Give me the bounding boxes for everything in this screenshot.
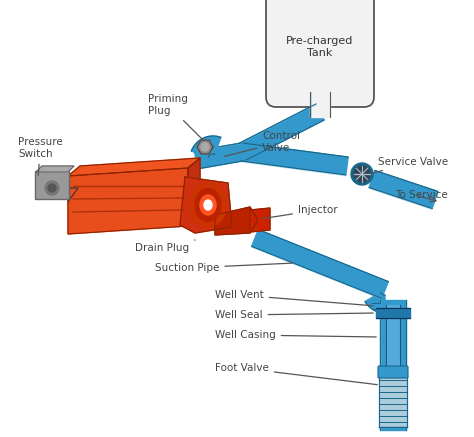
Polygon shape: [68, 168, 188, 234]
FancyBboxPatch shape: [378, 366, 408, 378]
Polygon shape: [197, 140, 213, 154]
Polygon shape: [188, 158, 200, 226]
Polygon shape: [238, 104, 324, 160]
Text: Priming
Plug: Priming Plug: [148, 94, 203, 140]
Text: Well Seal: Well Seal: [215, 310, 373, 320]
Ellipse shape: [200, 195, 216, 215]
Polygon shape: [252, 230, 388, 298]
Polygon shape: [36, 166, 74, 172]
Circle shape: [354, 166, 370, 182]
Polygon shape: [191, 136, 221, 157]
Polygon shape: [241, 143, 348, 175]
Polygon shape: [180, 177, 232, 233]
Circle shape: [45, 181, 59, 195]
Polygon shape: [215, 207, 258, 235]
FancyBboxPatch shape: [35, 171, 69, 199]
Polygon shape: [365, 292, 385, 313]
FancyBboxPatch shape: [266, 0, 374, 107]
Text: Suction Pipe: Suction Pipe: [155, 263, 292, 273]
Text: Foot Valve: Foot Valve: [215, 363, 377, 385]
Ellipse shape: [195, 188, 221, 222]
Ellipse shape: [204, 200, 212, 210]
Text: Pre-charged
Tank: Pre-charged Tank: [286, 36, 354, 58]
Polygon shape: [250, 208, 270, 232]
Circle shape: [48, 184, 56, 192]
Text: Injector: Injector: [263, 205, 337, 218]
Text: Drain Plug: Drain Plug: [135, 240, 195, 253]
Circle shape: [351, 163, 373, 185]
Text: Control
Valve: Control Valve: [225, 131, 300, 156]
Polygon shape: [68, 158, 200, 176]
Text: Well Vent: Well Vent: [215, 290, 373, 306]
Text: To Service: To Service: [395, 190, 448, 200]
Ellipse shape: [190, 183, 226, 227]
Text: Service Valve: Service Valve: [373, 157, 448, 173]
Text: Pressure
Switch: Pressure Switch: [18, 137, 63, 175]
Text: Well Casing: Well Casing: [215, 330, 376, 340]
Polygon shape: [194, 143, 244, 169]
Circle shape: [201, 143, 209, 151]
Polygon shape: [369, 170, 438, 208]
